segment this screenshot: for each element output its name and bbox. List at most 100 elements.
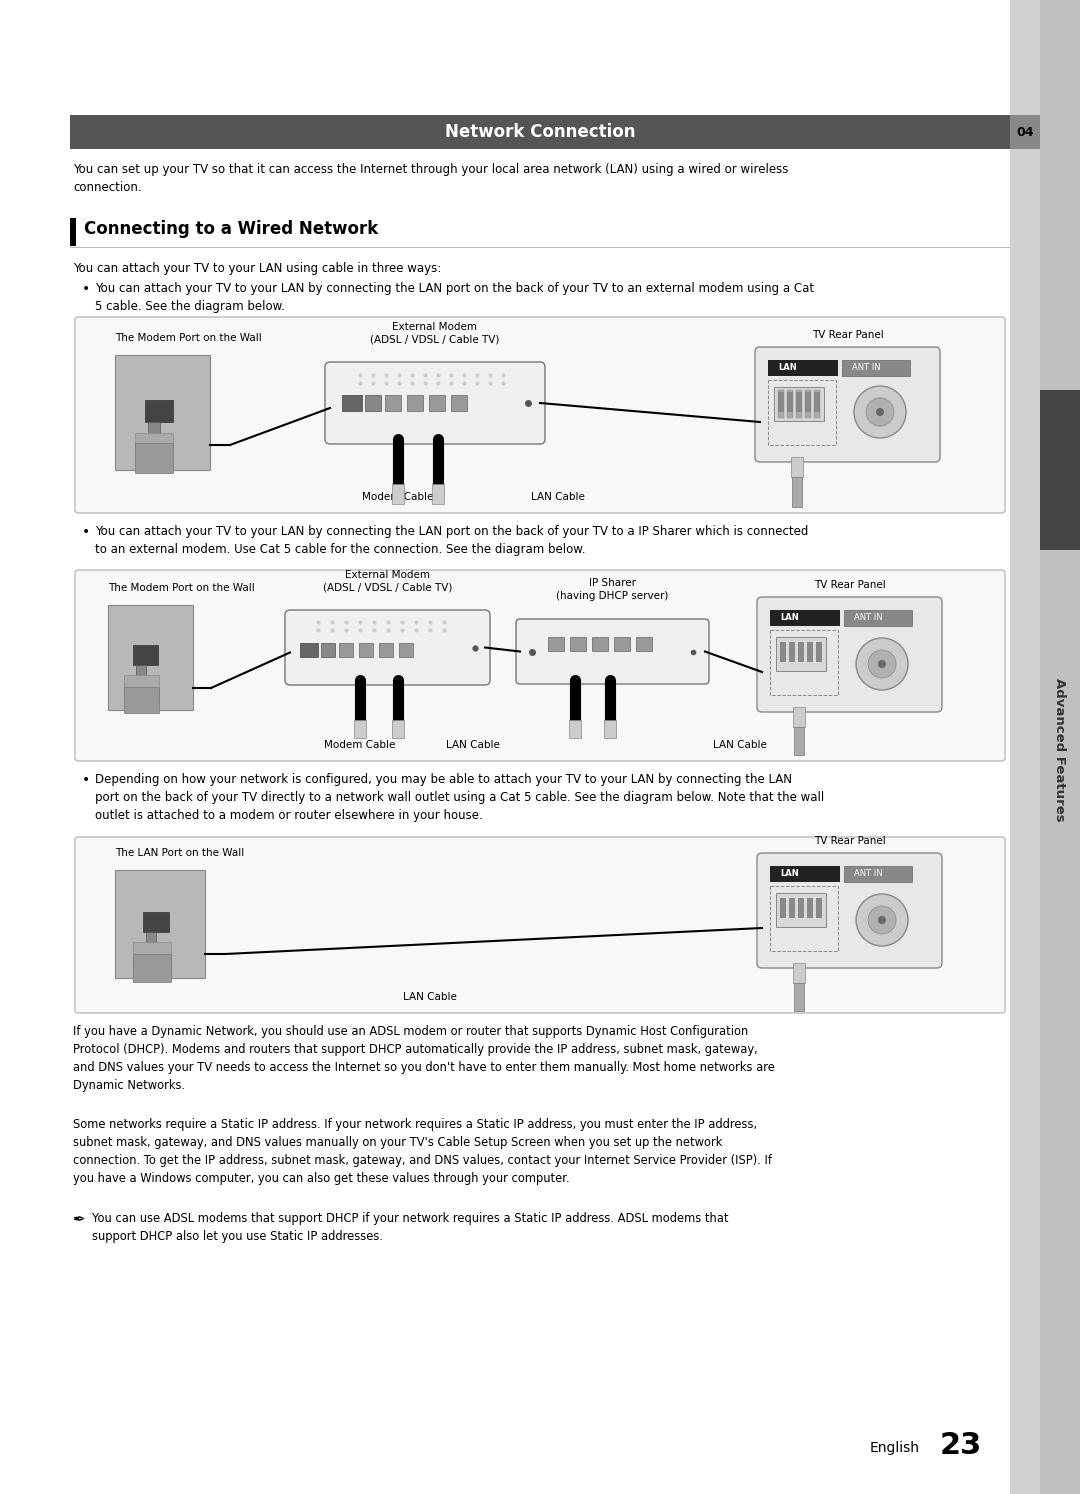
Bar <box>392 720 404 738</box>
Bar <box>807 642 813 662</box>
Bar <box>805 391 811 412</box>
Text: LAN: LAN <box>780 870 799 878</box>
FancyBboxPatch shape <box>285 610 490 686</box>
FancyBboxPatch shape <box>325 362 545 444</box>
Bar <box>798 642 804 662</box>
Bar <box>794 728 804 754</box>
Bar <box>615 636 630 651</box>
Bar <box>1010 115 1040 149</box>
Bar <box>133 955 171 982</box>
Bar <box>145 400 173 421</box>
Circle shape <box>866 397 894 426</box>
Text: External Modem
(ADSL / VDSL / Cable TV): External Modem (ADSL / VDSL / Cable TV) <box>323 569 453 593</box>
Text: TV Rear Panel: TV Rear Panel <box>813 837 886 846</box>
Bar <box>770 867 840 881</box>
Bar <box>774 387 824 421</box>
Bar <box>1040 390 1080 550</box>
Text: ✒: ✒ <box>73 1212 85 1227</box>
Bar <box>777 893 826 926</box>
Bar <box>793 964 805 983</box>
Text: 04: 04 <box>1016 125 1034 139</box>
Text: 23: 23 <box>940 1431 982 1460</box>
Bar <box>843 610 912 626</box>
Text: External Modem
(ADSL / VDSL / Cable TV): External Modem (ADSL / VDSL / Cable TV) <box>370 321 500 345</box>
Bar <box>146 932 156 950</box>
Bar <box>777 636 826 671</box>
Bar <box>451 394 467 411</box>
Bar <box>774 387 824 421</box>
Bar <box>135 433 173 462</box>
Bar <box>794 983 804 1011</box>
Text: You can use ADSL modems that support DHCP if your network requires a Static IP a: You can use ADSL modems that support DHC… <box>92 1212 729 1243</box>
Text: LAN Cable: LAN Cable <box>713 740 767 750</box>
Bar <box>780 898 786 917</box>
Bar <box>569 720 581 738</box>
Text: Connecting to a Wired Network: Connecting to a Wired Network <box>84 220 378 238</box>
Text: IP Sharer
(having DHCP server): IP Sharer (having DHCP server) <box>556 578 669 601</box>
FancyBboxPatch shape <box>75 837 1005 1013</box>
Bar <box>114 356 210 471</box>
Text: Modem Cable: Modem Cable <box>324 740 395 750</box>
Bar <box>770 886 838 952</box>
Bar <box>789 642 795 662</box>
Bar <box>1040 0 1080 1494</box>
Bar <box>114 870 205 979</box>
FancyBboxPatch shape <box>75 571 1005 760</box>
Bar <box>768 379 836 445</box>
Bar <box>429 394 445 411</box>
Text: English: English <box>870 1442 920 1455</box>
Bar <box>805 390 811 418</box>
Bar <box>787 391 793 412</box>
Bar <box>124 675 159 701</box>
Bar <box>816 642 822 662</box>
Bar <box>796 391 802 412</box>
Bar <box>432 484 444 503</box>
Circle shape <box>868 650 896 678</box>
Bar <box>816 898 822 917</box>
Bar <box>791 457 804 477</box>
Bar <box>843 867 912 881</box>
Bar <box>321 642 335 657</box>
Circle shape <box>876 408 885 415</box>
Text: TV Rear Panel: TV Rear Panel <box>812 330 883 341</box>
Text: •: • <box>82 524 91 539</box>
Text: ANT IN: ANT IN <box>854 614 882 623</box>
Bar <box>354 720 366 738</box>
Text: TV Rear Panel: TV Rear Panel <box>813 580 886 590</box>
Text: You can attach your TV to your LAN by connecting the LAN port on the back of you: You can attach your TV to your LAN by co… <box>95 524 808 556</box>
Circle shape <box>868 905 896 934</box>
Text: You can set up your TV so that it can access the Internet through your local are: You can set up your TV so that it can ac… <box>73 163 788 194</box>
Bar <box>770 630 838 695</box>
Bar <box>342 394 362 411</box>
Bar <box>399 642 413 657</box>
FancyBboxPatch shape <box>75 317 1005 512</box>
Bar <box>787 390 793 418</box>
Text: You can attach your TV to your LAN using cable in three ways:: You can attach your TV to your LAN using… <box>73 261 442 275</box>
Bar <box>636 636 652 651</box>
Bar <box>1010 0 1080 1494</box>
Bar <box>384 394 401 411</box>
Bar <box>133 943 171 970</box>
Bar <box>339 642 353 657</box>
Text: •: • <box>82 772 91 787</box>
Bar <box>792 477 802 506</box>
Text: You can attach your TV to your LAN by connecting the LAN port on the back of you: You can attach your TV to your LAN by co… <box>95 282 814 314</box>
Bar <box>778 390 784 418</box>
FancyBboxPatch shape <box>757 853 942 968</box>
Bar <box>548 636 564 651</box>
Bar <box>392 484 404 503</box>
Bar <box>796 390 802 418</box>
Bar <box>778 391 784 412</box>
Bar <box>592 636 608 651</box>
Text: The Modem Port on the Wall: The Modem Port on the Wall <box>108 583 255 593</box>
Bar <box>814 390 820 418</box>
Text: The Modem Port on the Wall: The Modem Port on the Wall <box>114 333 261 344</box>
Bar <box>798 898 804 917</box>
Bar <box>133 645 158 665</box>
Bar <box>359 642 373 657</box>
Bar <box>780 642 786 662</box>
Bar <box>365 394 381 411</box>
Bar <box>407 394 423 411</box>
Text: Depending on how your network is configured, you may be able to attach your TV t: Depending on how your network is configu… <box>95 772 824 822</box>
Text: Modem Cable: Modem Cable <box>362 492 434 502</box>
